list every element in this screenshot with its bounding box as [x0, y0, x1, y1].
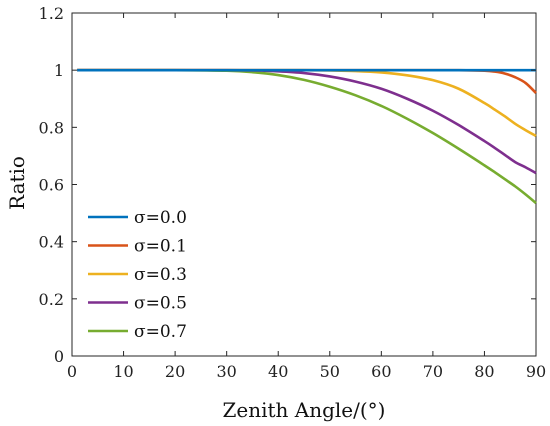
legend-label: σ=0.3 — [134, 265, 187, 285]
x-tick-label: 30 — [216, 362, 236, 381]
legend-label: σ=0.7 — [134, 322, 187, 342]
legend-label: σ=0.0 — [134, 208, 187, 228]
x-tick-label: 0 — [67, 362, 77, 381]
y-tick-label: 0 — [54, 347, 64, 366]
x-tick-label: 90 — [526, 362, 546, 381]
legend: σ=0.0 σ=0.1 σ=0.3 σ=0.5 σ=0.7 — [88, 208, 187, 342]
x-tick-label: 70 — [423, 362, 443, 381]
x-tick-label: 50 — [320, 362, 340, 381]
y-tick-label: 0.2 — [39, 290, 64, 309]
x-tick-label: 80 — [474, 362, 494, 381]
x-tick-label: 60 — [371, 362, 391, 381]
y-tick-label: 1 — [54, 61, 64, 80]
x-axis-title: Zenith Angle/(°) — [223, 398, 386, 422]
series-group — [77, 68, 537, 205]
ticks-group: 0 10 20 30 40 50 60 70 80 90 0 0.2 0.4 0.6 0.8 1 1.2 — [39, 4, 547, 381]
x-tick-label: 40 — [268, 362, 288, 381]
y-tick-label: 0.6 — [39, 176, 64, 195]
y-axis-title: Ratio — [5, 156, 29, 210]
legend-label: σ=0.1 — [134, 237, 187, 257]
legend-label: σ=0.5 — [134, 294, 187, 314]
x-tick-label: 20 — [165, 362, 185, 381]
y-tick-label: 0.4 — [39, 233, 64, 252]
y-tick-label: 0.8 — [39, 118, 64, 137]
x-tick-label: 10 — [113, 362, 133, 381]
y-tick-label: 1.2 — [39, 4, 64, 23]
